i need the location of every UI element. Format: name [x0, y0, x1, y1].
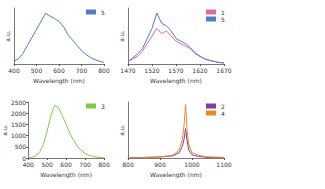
- svg-text:1100: 1100: [216, 161, 231, 168]
- svg-text:800: 800: [122, 161, 134, 168]
- svg-text:1000: 1000: [184, 161, 199, 168]
- svg-text:1000: 1000: [11, 132, 26, 139]
- svg-text:1520: 1520: [144, 67, 159, 74]
- svg-text:1500: 1500: [11, 121, 26, 128]
- svg-text:4: 4: [221, 110, 225, 117]
- svg-text:500: 500: [41, 161, 53, 168]
- svg-text:500: 500: [31, 67, 43, 74]
- svg-text:a.u.: a.u.: [1, 124, 8, 135]
- svg-text:Wavelength (nm): Wavelength (nm): [40, 171, 92, 179]
- svg-text:Wavelength (nm): Wavelength (nm): [150, 171, 202, 179]
- svg-text:Wavelength (nm): Wavelength (nm): [150, 77, 202, 85]
- svg-text:a.u.: a.u.: [118, 30, 125, 41]
- svg-text:5: 5: [221, 16, 225, 23]
- svg-text:Wavelength (nm): Wavelength (nm): [33, 77, 85, 85]
- svg-text:0: 0: [22, 154, 27, 162]
- svg-text:2: 2: [221, 103, 225, 110]
- svg-text:800: 800: [98, 161, 110, 168]
- svg-text:1: 1: [221, 9, 225, 16]
- svg-text:800: 800: [98, 67, 110, 74]
- svg-text:700: 700: [79, 161, 91, 168]
- svg-text:2500: 2500: [11, 99, 26, 106]
- svg-text:1620: 1620: [192, 67, 207, 74]
- svg-text:400: 400: [8, 67, 20, 74]
- svg-text:500: 500: [15, 143, 27, 150]
- svg-text:600: 600: [60, 161, 72, 168]
- svg-text:600: 600: [53, 67, 65, 74]
- svg-text:5: 5: [101, 9, 105, 16]
- svg-text:1470: 1470: [120, 67, 135, 74]
- svg-text:1670: 1670: [216, 67, 231, 74]
- svg-text:a.u.: a.u.: [4, 30, 11, 41]
- svg-text:a.u.: a.u.: [118, 124, 125, 135]
- svg-text:2000: 2000: [11, 110, 26, 117]
- svg-text:700: 700: [76, 67, 88, 74]
- svg-text:900: 900: [154, 161, 166, 168]
- svg-text:3: 3: [101, 103, 105, 110]
- svg-text:1570: 1570: [168, 67, 183, 74]
- svg-text:400: 400: [22, 161, 34, 168]
